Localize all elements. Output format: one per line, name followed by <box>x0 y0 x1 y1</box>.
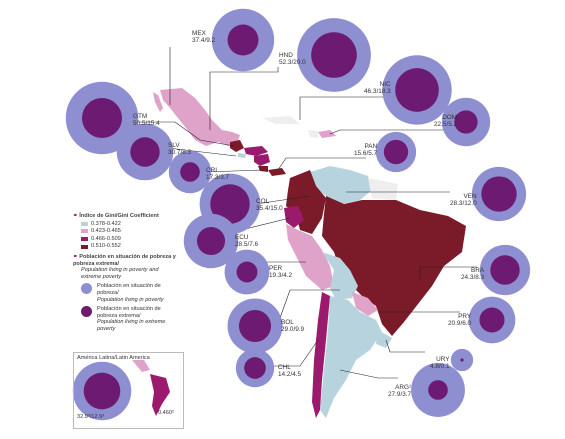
label-slv: SLV 30.7/8.3 <box>168 142 192 156</box>
extreme-poverty-circle-mex <box>227 24 259 56</box>
label-dom: DOM 22.5/5.2 <box>434 114 458 128</box>
country-shape-gtm <box>230 140 244 152</box>
label-cri: CRI 17.3/3.7 <box>206 167 230 181</box>
inset-latin-america: América Latina/Latin America 32.9³/12.9³… <box>73 352 184 429</box>
link-icon: ⚭ <box>73 213 78 219</box>
label-hnd: HND 52.3/20.0 <box>279 52 306 66</box>
extreme-circle-icon <box>81 306 92 318</box>
extreme-poverty-circle-ury <box>460 358 464 362</box>
label-ven: VEN 28.3/12.0 <box>450 193 477 207</box>
country-shape-ecu <box>284 206 304 228</box>
country-shape-hnd <box>244 146 268 156</box>
country-shape-ven <box>310 166 372 204</box>
extreme-poverty-circle-ecu <box>196 226 226 256</box>
legend: ⚭ Índice de Gini/Gini Coefficient 0.378-… <box>73 213 180 333</box>
extreme-poverty-circle-bol <box>238 309 272 343</box>
country-shape-pry <box>352 292 378 316</box>
label-nic: NIC 46.3/18.3 <box>364 81 391 95</box>
label-pry: PRY 20.9/6.0 <box>448 313 472 327</box>
extreme-poverty-circle-ven <box>481 176 517 212</box>
legend-poverty-row: Población en situación de pobreza/Popula… <box>81 283 180 303</box>
label-gtm: GTM 50.5/15.4 <box>133 113 160 127</box>
legend-class-2: 0.466-0.509 <box>81 236 180 243</box>
country-shape-chl <box>312 292 330 418</box>
inset-title: América Latina/Latin America <box>77 355 150 361</box>
country-shape-bra <box>322 196 466 336</box>
label-ecu: ECU 28.5/7.6 <box>235 234 259 248</box>
legend-extreme-row: Población en situación de pobreza extrem… <box>81 306 180 332</box>
extreme-poverty-circle-bra <box>490 255 520 285</box>
extreme-poverty-circle-gtm <box>81 97 123 139</box>
legend-gini-title: ⚭ Índice de Gini/Gini Coefficient <box>73 213 159 219</box>
inset-extreme-poverty-circle <box>83 372 121 410</box>
label-ury: URY 4.8/0.1 <box>430 356 450 370</box>
legend-poverty-subtitle: Population living in poverty and extreme… <box>81 267 159 280</box>
legend-poverty-title: ⚭ Población en situación de pobreza y po… <box>73 253 176 267</box>
legend-class-0: 0.378-0.422 <box>81 221 180 228</box>
label-bol: BOL 29.0/9.9 <box>281 319 305 333</box>
inset-values: 32.9³/12.9³ <box>77 414 105 420</box>
country-shape-cuba <box>262 116 300 124</box>
label-chl: CHL 14.2/4.5 <box>278 364 302 378</box>
country-shape-per <box>286 224 334 290</box>
leader-lines <box>133 47 477 379</box>
label-per: PER 19.3/4.2 <box>269 265 293 279</box>
extreme-poverty-circle-slv <box>130 137 160 167</box>
inset-shape-south-america <box>150 374 170 416</box>
extreme-poverty-circle-col <box>210 184 250 224</box>
country-shape-pan <box>268 168 286 176</box>
label-col: COL 35.4/15.0 <box>256 198 283 212</box>
extreme-poverty-circle-arg <box>428 380 448 400</box>
country-shape-dom <box>318 130 336 138</box>
extreme-poverty-circle-per <box>236 261 258 283</box>
country-shape-slv <box>238 153 246 158</box>
country-shape-arg <box>320 296 382 418</box>
label-mex: MEX 37.4/9.2 <box>192 30 216 44</box>
link-icon: ⚭ <box>73 253 78 260</box>
country-shape-bol <box>322 252 358 300</box>
country-shape-guianas <box>368 178 398 200</box>
extreme-poverty-circle-cri <box>180 162 200 182</box>
country-shape-mex <box>160 88 240 146</box>
extreme-poverty-circle-chl <box>244 357 266 379</box>
label-bra: BRA 24.3/8.3 <box>461 267 485 281</box>
legend-class-1: 0.423-0.465 <box>81 228 180 235</box>
extreme-poverty-circle-nic <box>395 68 439 112</box>
country-shape-baja <box>153 92 163 112</box>
label-arg: ARG¹ 27.9/3.7 <box>388 384 412 398</box>
inset-gini: 0.460² <box>158 410 174 416</box>
legend-class-3: 0.510-0.552 <box>81 243 180 250</box>
inset-shape-mex <box>132 360 150 372</box>
poverty-circle-icon <box>81 283 92 295</box>
country-shape-cri <box>258 166 268 172</box>
country-shape-hti <box>308 130 318 138</box>
country-shape-col <box>286 170 326 234</box>
label-pan: PAN 15.6/5.7 <box>354 143 378 157</box>
extreme-poverty-circle-dom <box>454 110 478 134</box>
extreme-poverty-circle-pan <box>383 139 409 165</box>
country-shape-ury <box>376 330 392 348</box>
extreme-poverty-circle-hnd <box>311 32 357 78</box>
country-shape-nic <box>254 154 270 166</box>
extreme-poverty-circle-pry <box>479 307 505 333</box>
